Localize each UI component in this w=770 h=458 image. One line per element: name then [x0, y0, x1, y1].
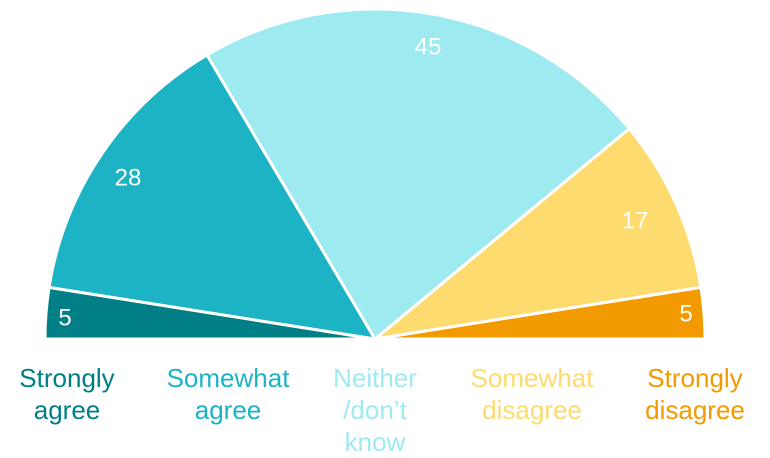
slice-value-label-5: 5 [679, 300, 692, 327]
category-label-5: Strongly disagree [645, 363, 745, 425]
slice-value-label-1: 5 [58, 304, 71, 331]
category-label-1: Strongly agree [19, 363, 115, 425]
slice-value-label-4: 17 [622, 207, 649, 234]
category-label-2: Somewhat agree [166, 363, 290, 425]
pie-slice-2 [47, 53, 377, 341]
pie-slice-4 [373, 127, 703, 341]
pie-slice-3 [205, 7, 631, 341]
slice-value-label-3: 45 [415, 33, 442, 60]
category-label-4: Somewhat disagree [470, 363, 594, 425]
pie-slice-5 [373, 285, 707, 341]
slice-value-label-2: 28 [115, 164, 142, 191]
category-label-3: Neither /don’t know [333, 363, 417, 457]
